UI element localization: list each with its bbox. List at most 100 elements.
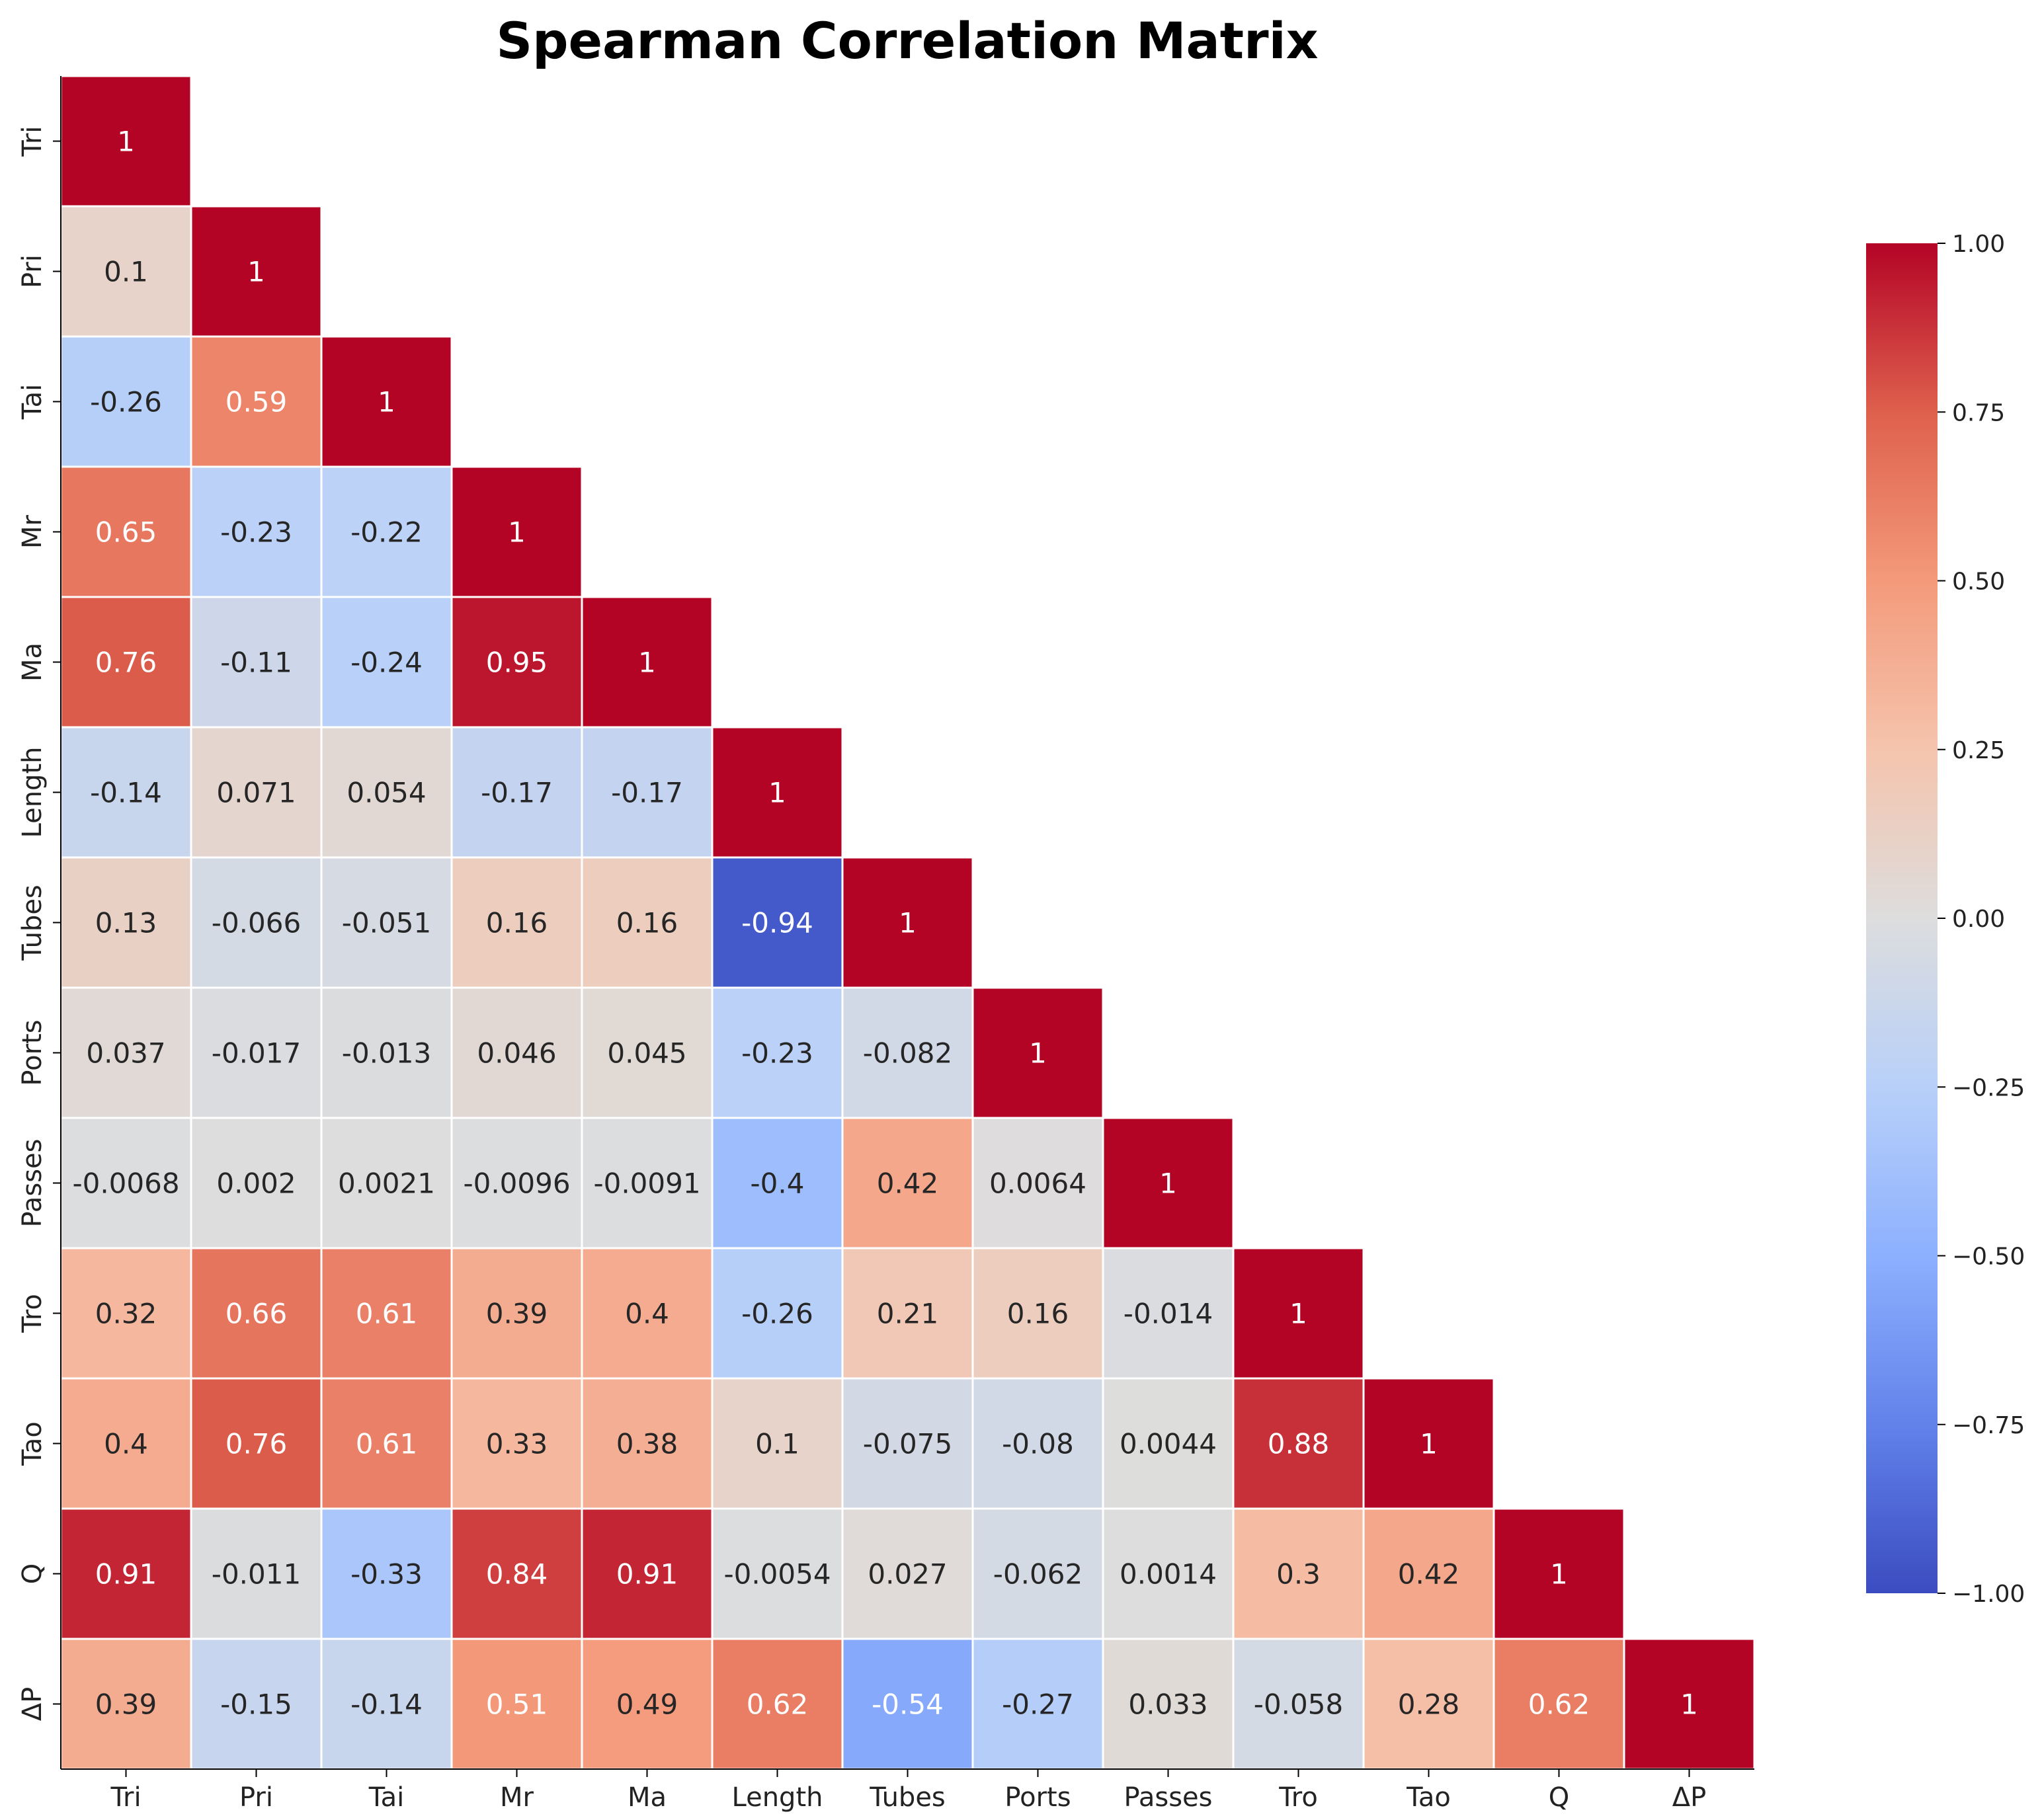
cell-value-label: 0.0014 (1120, 1558, 1217, 1591)
cell-value-label: -0.11 (220, 647, 292, 679)
colorbar-tick-label: −1.00 (1952, 1581, 2025, 1608)
heatmap-cell (1232, 1507, 1365, 1640)
heatmap-cell (1102, 1638, 1235, 1770)
colorbar-tick-label: 0.50 (1952, 569, 2005, 596)
heatmap-cell (1362, 1377, 1495, 1510)
cell-value-label: 0.0021 (338, 1167, 435, 1200)
cell-value-label: 0.1 (755, 1428, 799, 1460)
cell-value-label: -0.066 (212, 907, 301, 939)
cell-value-label: 0.95 (486, 647, 548, 679)
cell-value-label: -0.058 (1254, 1688, 1343, 1721)
heatmap-cell (450, 726, 583, 859)
heatmap-cell (711, 1377, 844, 1510)
cell-value-label: 0.38 (616, 1428, 678, 1460)
y-tick-label: Length (17, 747, 48, 838)
cell-value-label: 0.61 (356, 1298, 418, 1330)
heatmap-cell (1623, 1638, 1756, 1770)
cell-value-label: 0.51 (486, 1688, 548, 1721)
cell-value-label: 0.62 (1528, 1688, 1590, 1721)
cell-value-label: 1 (1550, 1558, 1568, 1591)
cell-value-label: 0.16 (486, 907, 548, 939)
cell-value-label: -0.0091 (593, 1167, 700, 1200)
x-tick-label: Pri (239, 1782, 273, 1813)
heatmap-cell (581, 1247, 714, 1380)
heatmap-cell (1102, 1117, 1235, 1249)
cell-value-label: -0.051 (342, 907, 431, 939)
cell-value-label: 0.4 (625, 1298, 669, 1330)
cell-value-label: 0.1 (104, 256, 148, 288)
colorbar-tick-label: −0.50 (1952, 1244, 2025, 1271)
heatmap-cell (320, 335, 453, 468)
heatmap-cell (320, 1117, 453, 1249)
heatmap-cell (1102, 1247, 1235, 1380)
cell-value-label: -0.17 (611, 777, 683, 809)
heatmap-cell (60, 1117, 192, 1249)
heatmap-cell (190, 205, 323, 338)
cell-value-label: -0.94 (741, 907, 813, 939)
cell-value-label: 0.13 (95, 907, 157, 939)
heatmap-cell (711, 1638, 844, 1770)
x-tick-label: Length (732, 1782, 823, 1813)
heatmap-cell (60, 75, 192, 208)
x-tick-label: Mr (500, 1782, 534, 1813)
y-tick-label: Tri (17, 126, 48, 157)
heatmap-cell (1232, 1638, 1365, 1770)
x-tick-label: Passes (1124, 1782, 1213, 1813)
cell-value-label: 0.32 (95, 1298, 157, 1330)
cell-value-label: 0.037 (86, 1037, 165, 1070)
cell-value-label: -0.013 (342, 1037, 431, 1070)
heatmap-cell (190, 596, 323, 729)
cell-value-label: -0.017 (212, 1037, 301, 1070)
heatmap-cell (450, 856, 583, 989)
cell-value-label: 0.16 (1007, 1298, 1069, 1330)
cell-value-label: 0.4 (104, 1428, 148, 1460)
cell-value-label: -0.011 (212, 1558, 301, 1591)
y-axis: Tri Pri Tai Mr Ma Length Tubes Ports Passes Tro Ta… (17, 76, 61, 1769)
heatmap-cell (1232, 1247, 1365, 1380)
cell-value-label: -0.23 (220, 516, 292, 549)
cell-value-label: 0.3 (1276, 1558, 1321, 1591)
heatmap-cell (60, 1507, 192, 1640)
x-tick-label: Q (1549, 1782, 1569, 1813)
y-tick-label: Tro (17, 1294, 48, 1333)
cell-value-label: 1 (247, 256, 265, 288)
heatmap-cell (60, 1638, 192, 1770)
cell-value-label: 1 (508, 516, 526, 549)
heatmap-cell (60, 335, 192, 468)
cell-value-label: 1 (1680, 1688, 1698, 1721)
cell-value-label: 1 (1420, 1428, 1438, 1460)
heatmap-cell (971, 986, 1104, 1119)
heatmap-cell (60, 986, 192, 1119)
cell-value-label: -0.27 (1002, 1688, 1074, 1721)
colorbar-tick-label: 1.00 (1952, 231, 2005, 258)
cell-value-label: 0.002 (216, 1167, 296, 1200)
cell-value-label: -0.15 (220, 1688, 292, 1721)
cell-value-label: 0.0064 (989, 1167, 1086, 1200)
cell-value-label: -0.23 (741, 1037, 813, 1070)
colorbar-tick-label: 0.00 (1952, 906, 2005, 933)
cell-value-label: 0.76 (95, 647, 157, 679)
colorbar-tick-label: −0.75 (1952, 1412, 2025, 1439)
heatmap-cell (450, 596, 583, 729)
heatmap-cell (190, 726, 323, 859)
heatmap-cell (1492, 1507, 1625, 1640)
cell-value-label: 1 (638, 647, 656, 679)
x-tick-label: ΔP (1672, 1782, 1706, 1813)
cell-value-label: 0.66 (225, 1298, 288, 1330)
cell-value-label: 0.16 (616, 907, 678, 939)
cell-value-label: 0.76 (225, 1428, 288, 1460)
cell-value-label: 0.071 (216, 777, 296, 809)
cell-value-label: -0.14 (90, 777, 162, 809)
cell-value-label: -0.26 (90, 386, 162, 418)
cell-value-label: -0.062 (993, 1558, 1082, 1591)
cell-value-label: 0.62 (747, 1688, 809, 1721)
cell-value-label: -0.0068 (72, 1167, 179, 1200)
heatmap-cell (320, 726, 453, 859)
cell-value-label: 0.84 (486, 1558, 548, 1591)
cell-value-label: 0.91 (616, 1558, 678, 1591)
heatmap-cell (190, 465, 323, 598)
cell-value-label: 1 (768, 777, 786, 809)
cell-value-label: 0.61 (356, 1428, 418, 1460)
cell-value-label: 0.33 (486, 1428, 548, 1460)
heatmap-cell (320, 1247, 453, 1380)
